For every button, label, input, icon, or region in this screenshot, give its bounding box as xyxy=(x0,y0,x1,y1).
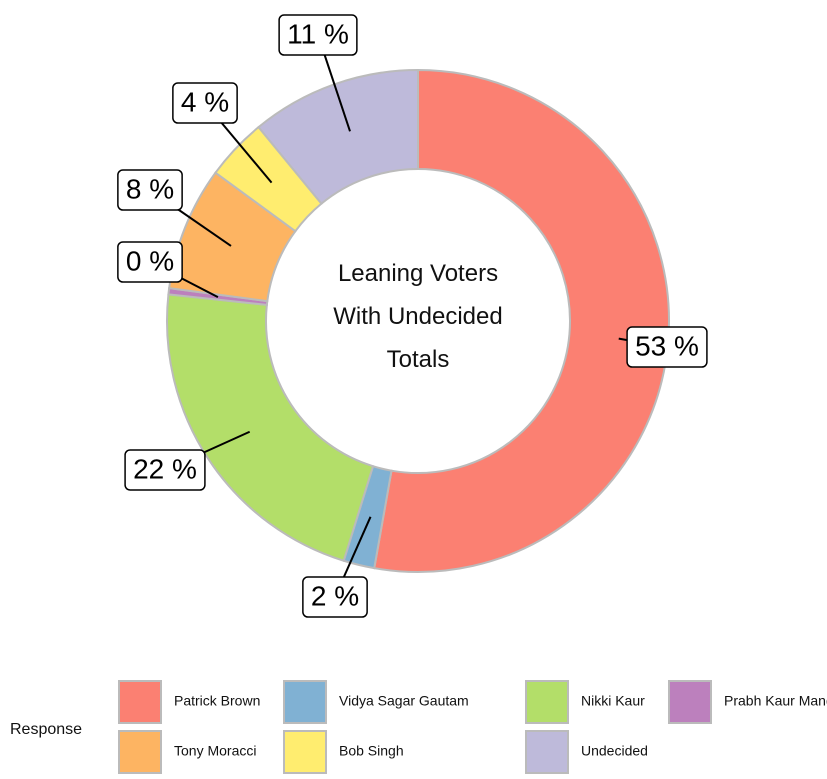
data-label-text: 2 % xyxy=(311,580,359,611)
data-label: 53 % xyxy=(626,326,708,368)
legend-label: Prabh Kaur Mand xyxy=(724,693,827,709)
legend-swatch xyxy=(118,680,162,724)
legend-swatch xyxy=(525,730,569,774)
data-label-text: 0 % xyxy=(126,245,174,276)
legend-swatch xyxy=(283,680,327,724)
legend-label: Undecided xyxy=(581,743,648,759)
label-box xyxy=(124,449,206,491)
label-box xyxy=(302,576,368,618)
legend-swatch xyxy=(525,680,569,724)
label-box xyxy=(117,241,183,283)
legend-swatch xyxy=(283,730,327,774)
chart-title: Leaning Voters With Undecided Totals xyxy=(333,260,503,373)
label-box xyxy=(626,326,708,368)
legend-swatch xyxy=(668,680,712,724)
data-label: 4 % xyxy=(172,82,238,124)
label-box xyxy=(172,82,238,124)
data-label: 22 % xyxy=(124,449,206,491)
data-label-text: 11 % xyxy=(287,18,349,49)
data-label-text: 4 % xyxy=(181,86,229,117)
donut-slice xyxy=(373,68,670,573)
data-label-text: 8 % xyxy=(126,173,174,204)
legend-label: Vidya Sagar Gautam xyxy=(339,693,469,709)
data-label: 11 % xyxy=(278,14,358,56)
legend-label: Patrick Brown xyxy=(174,693,260,709)
donut-slice xyxy=(257,68,419,206)
legend-swatch xyxy=(118,730,162,774)
data-label-text: 22 % xyxy=(133,453,197,484)
label-box xyxy=(117,169,183,211)
data-label: 0 % xyxy=(117,241,183,283)
legend-label: Bob Singh xyxy=(339,743,404,759)
legend-label: Tony Moracci xyxy=(174,743,256,759)
data-label-text: 53 % xyxy=(635,330,699,361)
data-label: 2 % xyxy=(302,576,368,618)
data-label: 8 % xyxy=(117,169,183,211)
legend-title: Response xyxy=(10,721,82,738)
donut-slice xyxy=(166,293,375,563)
label-box xyxy=(278,14,358,56)
legend-label: Nikki Kaur xyxy=(581,693,645,709)
